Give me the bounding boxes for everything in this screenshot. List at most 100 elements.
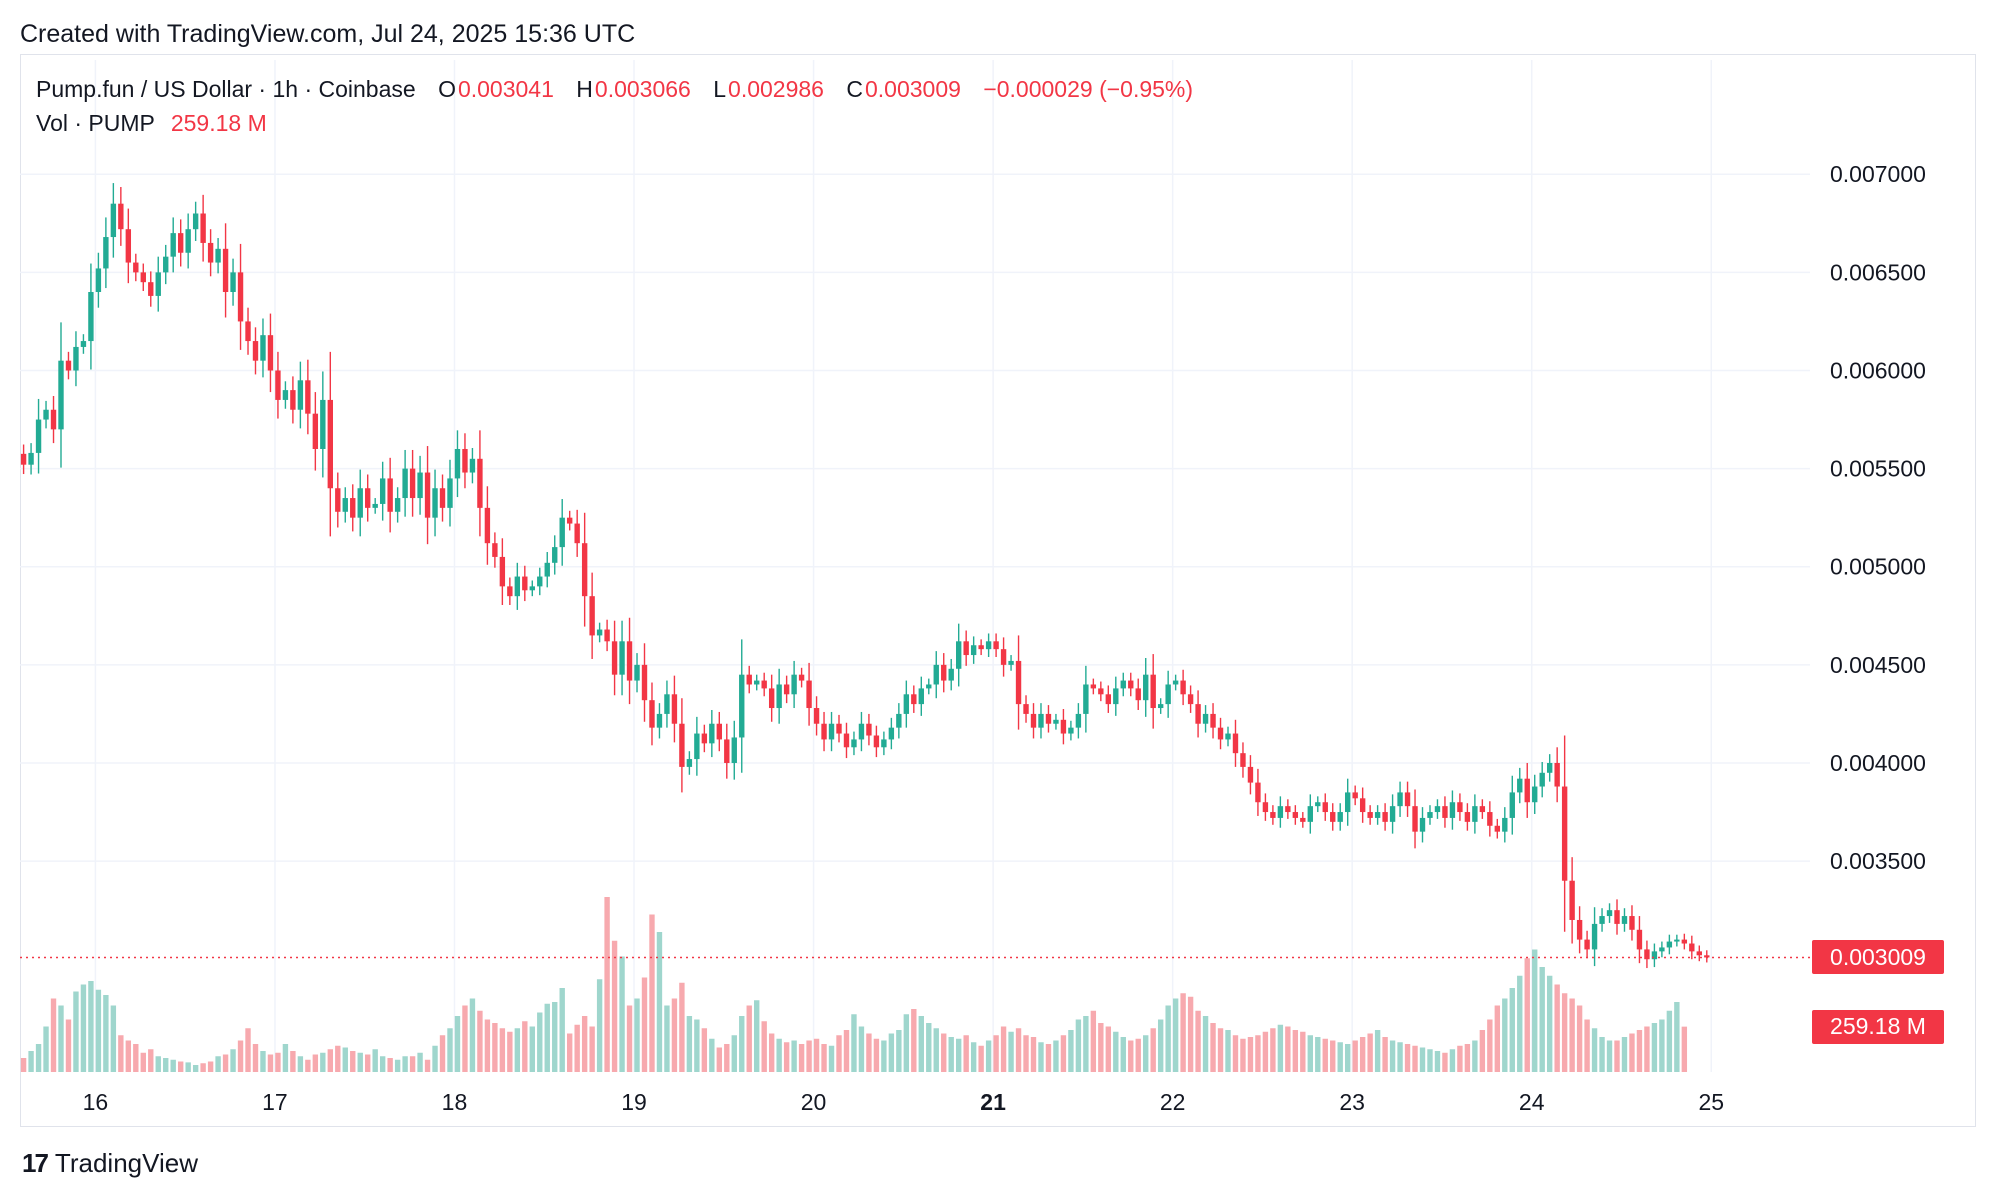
candle-body [566,517,573,524]
tradingview-logo[interactable]: 17 TradingView [22,1148,198,1179]
x-tick-label: 17 [262,1089,288,1115]
volume-bar [350,1051,356,1072]
y-tick-label: 0.004500 [1830,652,1926,678]
candle-body [125,229,132,263]
volume-bar [1352,1040,1358,1072]
volume-bar [1561,993,1568,1072]
volume-bar [1105,1026,1112,1072]
candle-body [1359,798,1366,813]
candle-body [1561,786,1568,881]
volume-bar [566,1033,573,1072]
volume-bar [626,1005,633,1072]
volume-bar [1292,1030,1299,1072]
candle-body [881,739,887,748]
candle-body [873,735,880,748]
candle-body [1098,688,1104,695]
volume-bar [694,1019,700,1072]
candle-body [402,468,408,499]
candle-body [1532,786,1538,803]
volume-bar [911,1009,917,1072]
candle-body [1569,880,1575,920]
tradingview-logo-text: TradingView [54,1148,198,1178]
candle-body [1524,778,1530,803]
volume-bar [1374,1030,1381,1072]
candle-body [1502,817,1508,832]
volume-bar [1367,1033,1373,1072]
candle-body [821,723,827,740]
volume-bar [1539,967,1545,1072]
symbol-title[interactable]: Pump.fun / US Dollar · 1h · Coinbase [36,76,416,102]
candle-body [148,282,154,296]
volume-bar [469,998,476,1072]
volume-bar [604,897,610,1072]
candle-body [1539,772,1545,787]
volume-bar [297,1056,304,1072]
candle-body [1187,694,1194,705]
volume-bar [477,1010,483,1072]
candle-body [484,507,491,544]
candle-body [918,688,924,705]
volume-bar [993,1035,999,1072]
volume-bar [1419,1047,1426,1072]
candle-body [1389,806,1396,822]
candle-body [1606,910,1613,917]
volume-bar [798,1044,805,1072]
candle-body [970,645,977,656]
low-value: 0.002986 [728,76,824,102]
candle-body [1292,812,1299,818]
volume-bar [806,1040,812,1072]
candle-body [327,399,333,489]
candle-body [454,448,461,479]
volume-bar [1030,1037,1037,1072]
candle-body [1202,713,1209,724]
candle-body [1083,684,1089,714]
volume-bar [611,940,618,1072]
volume-bar [978,1045,984,1072]
candle-body [1307,806,1313,822]
volume-bar [1232,1035,1239,1072]
volume-label[interactable]: Vol · PUMP [36,110,155,136]
candle-body [155,272,161,296]
candle-body [896,713,902,728]
candle-body [903,694,910,714]
candle-body [783,684,790,695]
volume-bar [379,1056,386,1072]
x-tick-label: 20 [801,1089,827,1115]
volume-bar [454,1016,461,1072]
candle-body [1576,919,1583,940]
volume-bar [1225,1030,1231,1072]
candle-body [843,733,850,748]
y-axis-ticks: 0.007000 0.006500 0.006000 0.005500 0.005000… [1830,161,1926,874]
volume-bar [447,1028,453,1072]
candle-body [1300,817,1306,822]
chart-credit: Created with TradingView.com, Jul 24, 20… [20,20,636,48]
volume-bar [739,1016,745,1072]
volume-bar [1524,958,1530,1072]
candle-body [1008,660,1014,665]
volume-bar [933,1028,939,1072]
candle-body [1210,713,1216,728]
volume-bar [619,956,625,1072]
volume-bar [387,1058,393,1072]
volume-bar [1621,1037,1628,1072]
candle-body [1232,733,1239,754]
volume-bar [110,1005,117,1072]
price-candles [20,183,1710,969]
volume-bar [439,1035,446,1072]
candle-body [1427,812,1433,818]
volume-bar [873,1038,880,1072]
candle-body [1629,916,1635,930]
volume-bar [1195,1010,1201,1072]
volume-bar [1681,1026,1688,1072]
volume-bar [1000,1026,1007,1072]
candle-body [806,680,812,709]
candle-body [671,694,678,724]
candle-body [1367,812,1373,818]
candle-body [716,723,723,740]
candle-body [596,629,603,636]
volume-bar [709,1038,715,1072]
volume-bar [282,1044,289,1072]
volume-bar [1472,1040,1478,1072]
volume-bar [365,1054,371,1072]
